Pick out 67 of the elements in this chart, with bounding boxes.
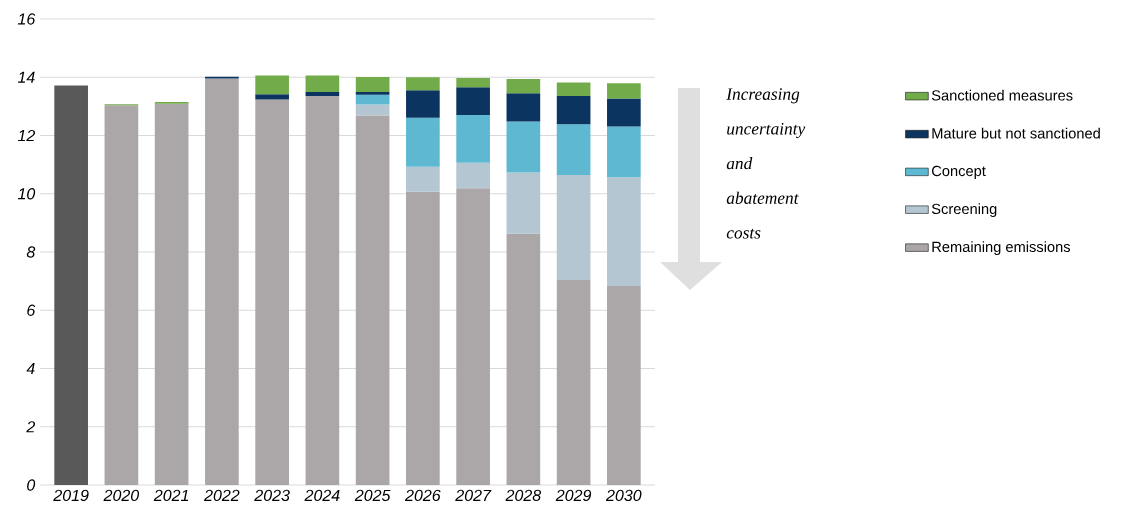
x-tick-label: 2020 <box>103 489 140 502</box>
x-tick-label: 2023 <box>254 489 290 502</box>
bar <box>607 286 641 485</box>
bar <box>154 103 189 485</box>
bar <box>54 85 88 485</box>
bar <box>556 82 591 96</box>
legend-label: Sanctioned measures <box>931 89 1073 101</box>
bar <box>305 92 340 96</box>
bar <box>607 83 641 99</box>
bar <box>456 78 490 88</box>
bar <box>205 78 239 485</box>
bar <box>506 93 541 122</box>
bar <box>607 126 641 178</box>
bar <box>556 124 591 176</box>
bar <box>355 115 390 485</box>
bar <box>355 104 390 116</box>
text: Increasing uncertainty and abatement costs <box>726 88 806 239</box>
y-tick-label: 2 <box>26 421 36 433</box>
x-tick-label: 2030 <box>605 489 642 502</box>
bar <box>506 78 541 94</box>
bar <box>255 75 289 95</box>
y-tick-label: 14 <box>17 71 35 83</box>
bar <box>456 162 490 189</box>
bar <box>305 75 340 93</box>
bar <box>355 92 390 95</box>
bar <box>556 175 591 280</box>
bar <box>406 166 440 192</box>
legend-label: Mature but not sanctioned <box>932 127 1100 139</box>
bar <box>406 77 440 91</box>
x-tick-label: 2026 <box>404 489 441 502</box>
bar <box>305 95 340 485</box>
bar <box>607 98 641 127</box>
bar <box>406 117 440 167</box>
bar <box>456 115 490 163</box>
x-tick-label: 2027 <box>455 489 492 502</box>
x-tick-label: 2022 <box>204 489 240 502</box>
x-tick-label: 2024 <box>304 489 340 502</box>
legend-label: Concept <box>931 165 986 180</box>
bar <box>556 279 591 485</box>
y-tick-label: 12 <box>17 129 36 142</box>
bar <box>406 90 440 118</box>
x-tick-label: 2028 <box>505 489 542 502</box>
x-tick-label: 2019 <box>53 489 89 502</box>
bar <box>104 105 139 485</box>
y-tick-label: 0 <box>27 479 36 491</box>
bar <box>456 87 490 116</box>
bar <box>506 121 541 173</box>
bar <box>506 172 541 234</box>
bar <box>355 94 390 105</box>
bar <box>406 191 440 485</box>
bar <box>607 177 641 287</box>
legend-label: Screening <box>931 203 997 217</box>
y-tick-label: 8 <box>26 246 36 258</box>
x-tick-label: 2021 <box>153 489 189 502</box>
bar <box>255 94 289 100</box>
y-tick-label: 6 <box>27 304 36 316</box>
bar <box>255 99 289 485</box>
bar <box>355 76 390 93</box>
y-tick-label: 10 <box>17 188 36 200</box>
legend-label: Remaining emissions <box>932 241 1071 255</box>
bar <box>556 95 591 125</box>
x-tick-label: 2029 <box>555 489 592 502</box>
bar <box>456 188 490 485</box>
y-tick-label: 16 <box>17 13 36 25</box>
x-tick-label: 2025 <box>354 489 391 502</box>
y-tick-label: 4 <box>26 363 35 374</box>
bar <box>506 233 541 485</box>
